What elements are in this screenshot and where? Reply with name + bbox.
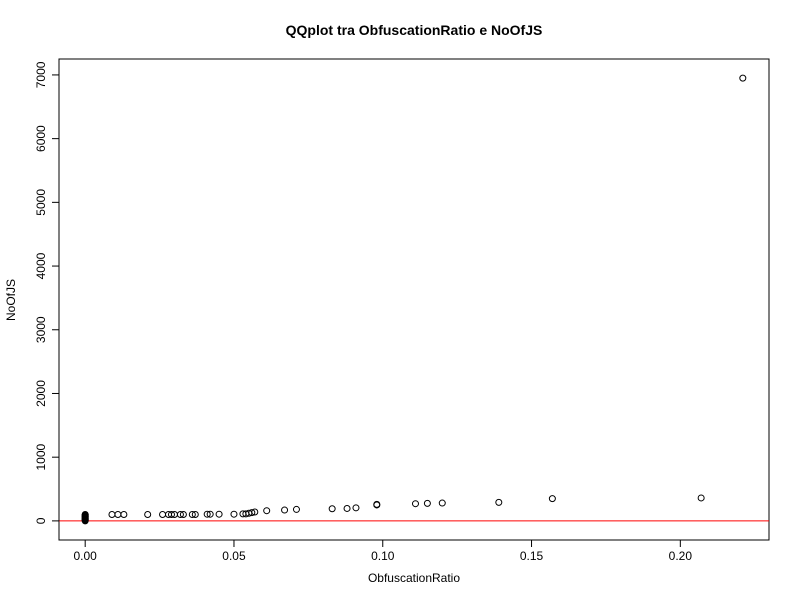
data-point [423,499,431,507]
chart-title: QQplot tra ObfuscationRatio e NoOfJS [286,22,543,38]
data-point [179,511,187,519]
data-point [328,505,336,513]
data-point [203,510,211,518]
data-point [230,510,238,518]
data-points [81,74,747,525]
data-point [697,494,705,502]
data-point [120,511,128,519]
y-tick-label: 7000 [34,61,48,88]
y-tick-label: 4000 [34,252,48,279]
y-tick-label: 3000 [34,316,48,343]
y-tick-label: 1000 [34,444,48,471]
data-point [159,511,167,519]
data-point [191,511,199,519]
plot-frame [58,58,770,541]
y-tick-label: 5000 [34,189,48,216]
y-tick-label: 2000 [34,380,48,407]
y-tick-label: 0 [34,517,48,524]
data-point [81,511,89,519]
data-point [352,504,360,512]
data-point [281,506,289,514]
x-tick-label: 0.10 [371,549,395,563]
y-axis: 0 1000 2000 3000 4000 5000 6000 7000 [34,61,60,524]
data-point [176,511,184,519]
data-point [188,511,196,519]
x-tick-label: 0.20 [669,549,693,563]
data-point [739,74,747,82]
data-point [292,505,300,513]
data-point [411,500,419,508]
y-axis-label: NoOfJS [4,279,18,321]
data-point [215,510,223,518]
x-axis: 0.00 0.05 0.10 0.15 0.20 [74,539,693,563]
data-point [438,499,446,507]
x-tick-label: 0.15 [520,549,544,563]
data-point [343,504,351,512]
x-tick-label: 0.00 [74,549,98,563]
data-point [263,507,271,515]
x-axis-label: ObfuscationRatio [368,571,460,585]
y-tick-label: 6000 [34,125,48,152]
data-point [108,511,116,519]
data-point [114,511,122,519]
data-point [251,508,259,516]
x-tick-label: 0.05 [222,549,246,563]
data-point [495,498,503,506]
data-point [206,510,214,518]
data-point [248,509,256,517]
data-point [167,511,175,519]
data-point [373,500,381,508]
data-point [548,495,556,503]
data-point [144,511,152,519]
